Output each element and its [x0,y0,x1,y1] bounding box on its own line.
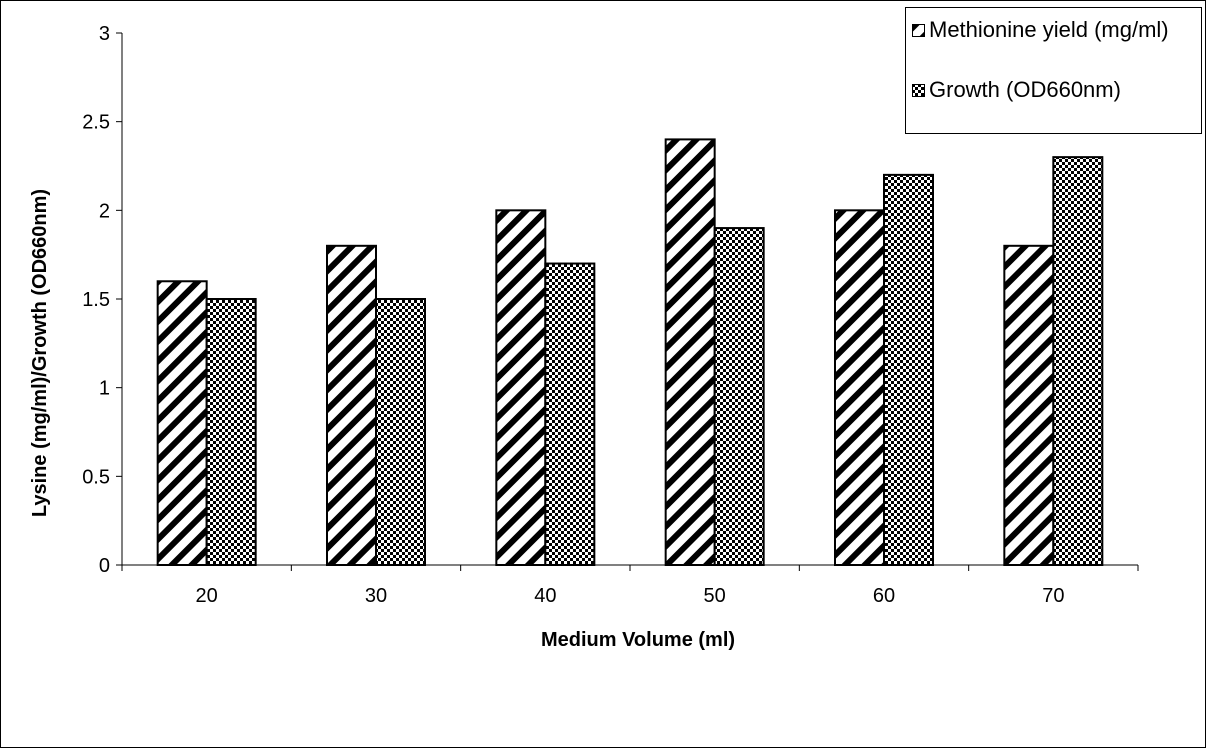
y-tick-label: 0.5 [82,466,110,488]
x-tick-label: 60 [873,585,895,607]
y-tick-label: 2.5 [82,112,110,134]
checker-swatch-icon [912,84,925,97]
bar-series-0-cat-20 [156,280,208,566]
x-axis-title: Medium Volume (ml) [541,629,735,651]
y-tick-label: 1 [99,378,110,400]
y-tick-label: 1.5 [82,289,110,311]
legend-label-methionine: Methionine yield (mg/ml) [929,17,1169,42]
x-tick-label: 30 [365,585,387,607]
bar-series-1-cat-70 [1052,156,1104,566]
bar-series-0-cat-40 [495,209,547,566]
bar-series-1-cat-30 [375,298,426,566]
legend-item-growth: Growth (OD660nm) [912,78,1199,102]
bar-series-0-cat-70 [1003,244,1055,567]
bar-series-1-cat-20 [205,298,257,566]
legend-item-methionine: Methionine yield (mg/ml) [912,18,1199,42]
legend: Methionine yield (mg/ml) Growth (OD660nm… [905,7,1202,134]
bar-series-1-cat-60 [883,173,934,566]
x-tick-label: 40 [534,585,556,607]
x-tick-label: 70 [1042,585,1064,607]
bar-series-0-cat-50 [664,138,716,566]
bar-series-0-cat-30 [326,244,377,567]
legend-label-growth: Growth (OD660nm) [929,77,1121,102]
y-tick-label: 2 [99,200,110,222]
bar-series-1-cat-40 [544,262,596,566]
bar-series-1-cat-50 [713,227,765,566]
y-tick-label: 0 [99,555,110,577]
bar-series-0-cat-60 [834,209,885,566]
hatch-swatch-icon [912,24,925,37]
x-tick-label: 20 [196,585,218,607]
axes-layer: 0 0.5 1 1.5 2 2.5 3 20 30 40 50 60 70 [82,23,1139,607]
x-tick-label: 50 [704,585,726,607]
y-tick-label: 3 [99,23,110,45]
bars-layer [156,138,1104,567]
y-axis-title: Lysine (mg/ml)/Growth (OD660nm) [29,189,51,517]
